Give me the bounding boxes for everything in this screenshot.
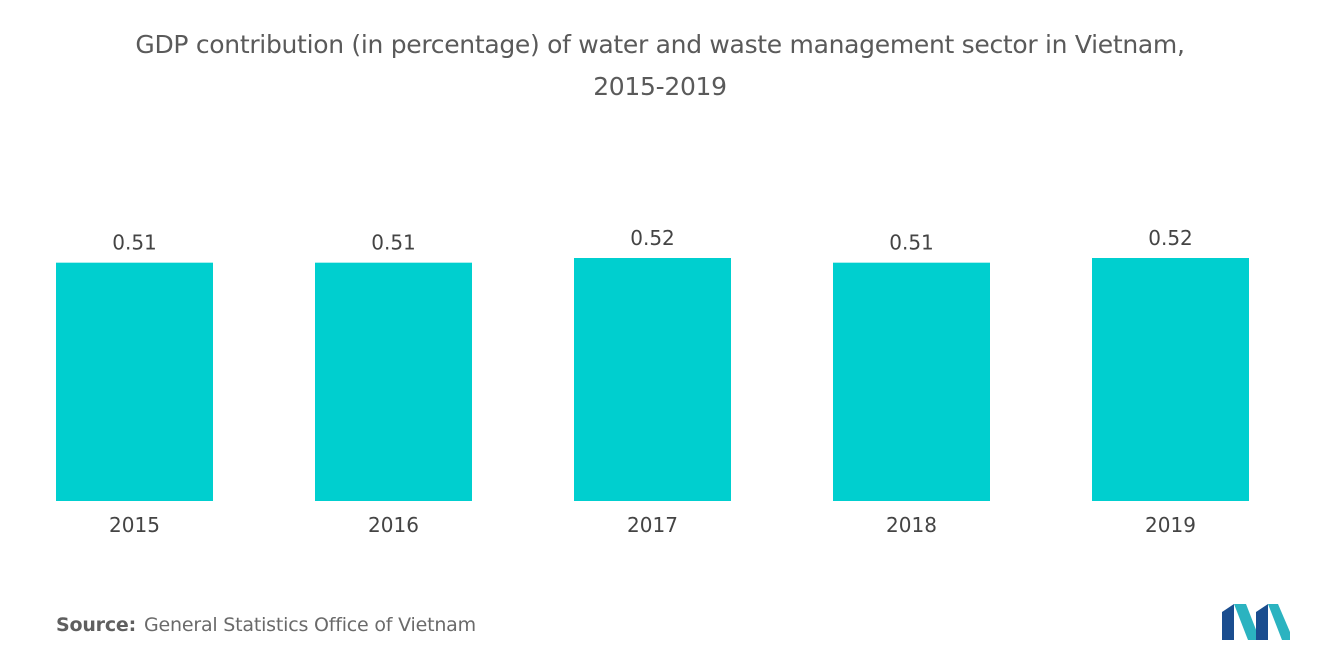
source-note: Source: General Statistics Office of Viet…	[56, 614, 476, 636]
source-label: Source:	[56, 614, 136, 636]
x-tick-label-2015: 2015	[109, 513, 160, 537]
mordor-intelligence-logo-icon	[1222, 604, 1290, 640]
bar-2015	[56, 262, 213, 501]
chart-title-line-1: GDP contribution (in percentage) of wate…	[135, 30, 1185, 59]
x-tick-label-2016: 2016	[368, 513, 419, 537]
bar-2017	[574, 258, 731, 501]
chart-title: GDP contribution (in percentage) of wate…	[0, 24, 1320, 108]
bar-2019	[1092, 258, 1249, 501]
bar-2018	[833, 262, 990, 501]
bar-chart: 0.51 2015 0.51 2016 0.52 2017 0.51 2018 0.52 2019	[56, 226, 1249, 537]
source-text: General Statistics Office of Vietnam	[143, 614, 476, 636]
x-tick-label-2017: 2017	[627, 513, 678, 537]
bar-2016	[315, 262, 472, 501]
x-tick-label-2018: 2018	[886, 513, 937, 537]
chart-title-line-2: 2015-2019	[593, 72, 727, 101]
value-label-2019: 0.52	[1148, 226, 1193, 250]
value-label-2018: 0.51	[889, 231, 934, 255]
value-label-2017: 0.52	[630, 226, 675, 250]
value-label-2016: 0.51	[371, 231, 416, 255]
value-label-2015: 0.51	[112, 231, 157, 255]
x-tick-label-2019: 2019	[1145, 513, 1196, 537]
